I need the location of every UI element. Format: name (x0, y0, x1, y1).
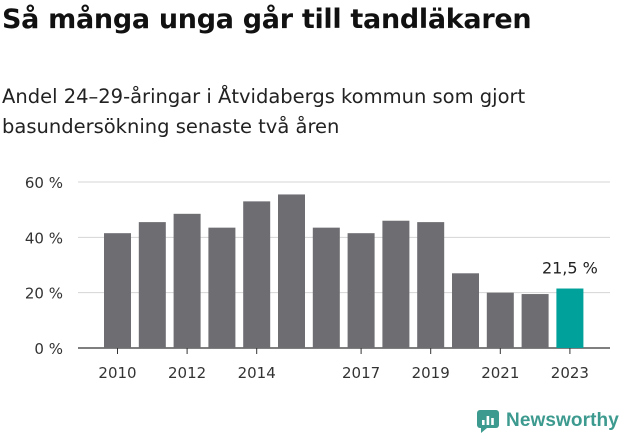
x-tick-label: 2023 (551, 364, 589, 382)
bar (452, 273, 479, 348)
bar (486, 292, 514, 348)
x-axis-ticks: 2010 2012 2014 2017 2019 2021 2023 (98, 348, 589, 382)
highlight-value-label: 21,5 % (542, 259, 598, 278)
x-tick-label: 2012 (168, 364, 206, 382)
bar (208, 227, 236, 348)
bar (347, 233, 375, 348)
x-tick-label: 2014 (238, 364, 276, 382)
y-axis-ticks: 0 % 20 % 40 % 60 % (25, 174, 63, 358)
data-labels: 21,5 % (542, 259, 598, 278)
bar-highlight (556, 288, 584, 348)
bar (382, 220, 410, 348)
bar (278, 194, 305, 348)
bar (104, 233, 131, 348)
bars (104, 194, 584, 348)
y-tick-label: 0 % (34, 340, 63, 358)
brand-name: Newsworthy (506, 410, 619, 431)
chart-title: Så många unga går till tandläkaren (2, 4, 532, 35)
bar (243, 201, 271, 348)
bar (138, 222, 166, 348)
x-tick-label: 2010 (98, 364, 136, 382)
brand-logo: Newsworthy (476, 406, 619, 436)
x-tick-label: 2019 (412, 364, 450, 382)
bar (521, 294, 549, 348)
gridlines (78, 181, 610, 349)
y-tick-label: 20 % (25, 285, 63, 303)
bar (417, 222, 445, 348)
x-tick-label: 2021 (481, 364, 519, 382)
bar (312, 227, 340, 348)
y-tick-label: 40 % (25, 229, 63, 247)
newsworthy-logo-icon (477, 410, 499, 433)
y-tick-label: 60 % (25, 174, 63, 192)
bar (173, 213, 201, 348)
x-tick-label: 2017 (342, 364, 380, 382)
chart-subtitle: Andel 24–29-åringar i Åtvidabergs kommun… (2, 85, 526, 138)
